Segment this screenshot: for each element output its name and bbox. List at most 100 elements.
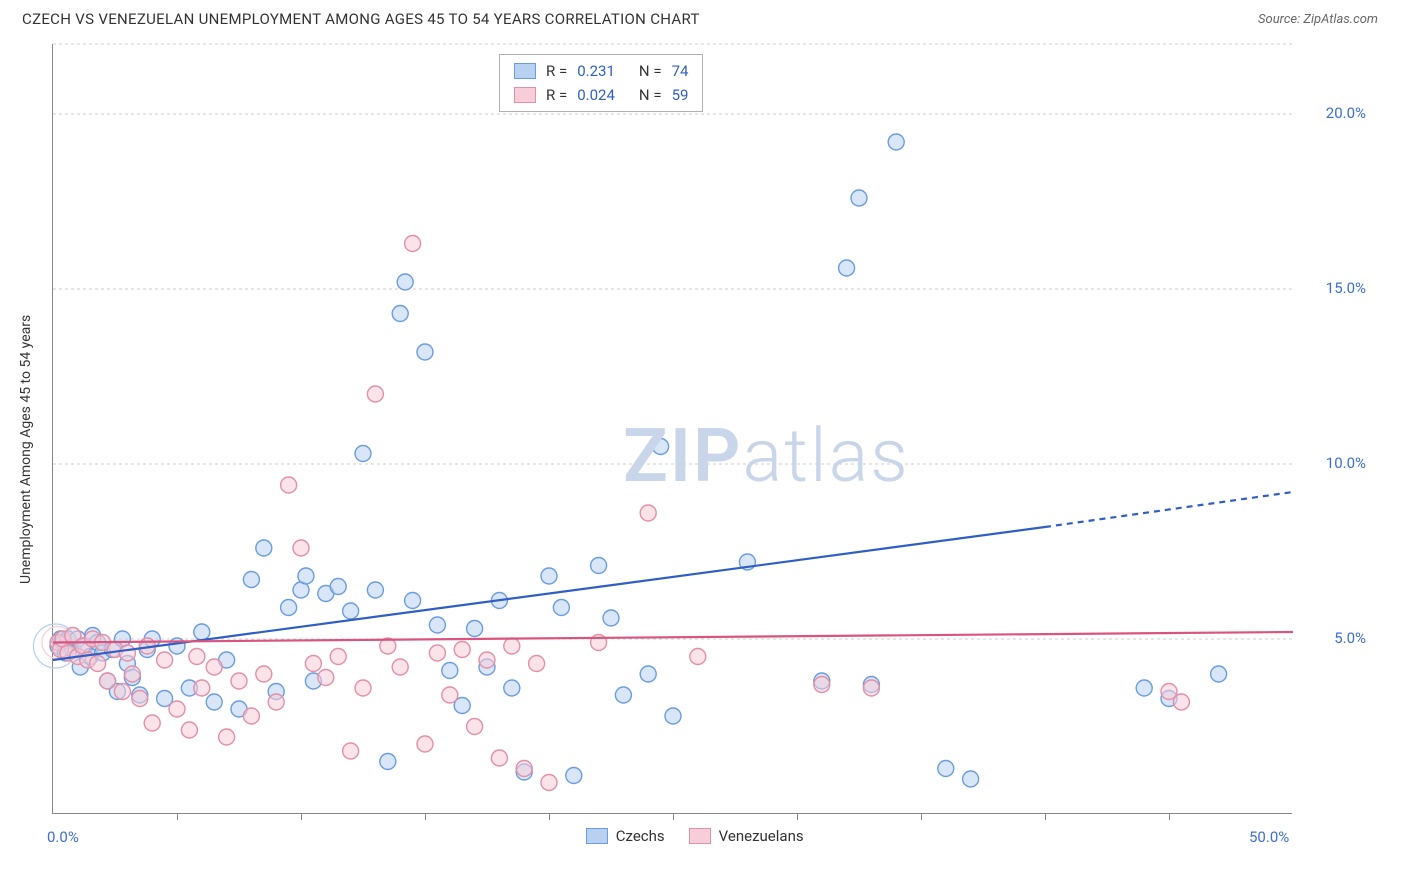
scatter-point	[268, 694, 284, 710]
y-tick-label: 15.0%	[1326, 279, 1366, 297]
scatter-point	[194, 624, 210, 640]
scatter-point	[256, 540, 272, 556]
scatter-point	[392, 659, 408, 675]
y-tick-label: 20.0%	[1326, 104, 1366, 122]
trend-line	[53, 632, 1293, 643]
scatter-point	[100, 673, 116, 689]
x-tick-mark	[673, 813, 674, 820]
series-legend: Czechs Venezuelans	[586, 827, 804, 845]
correlation-legend-row: R =0.231N =74	[514, 59, 688, 83]
n-value: 59	[672, 86, 689, 104]
scatter-point	[541, 775, 557, 791]
scatter-point	[405, 593, 421, 609]
scatter-plot-svg	[53, 44, 1293, 814]
y-axis-label: Unemployment Among Ages 45 to 54 years	[18, 315, 34, 584]
scatter-point	[839, 260, 855, 276]
scatter-point	[298, 568, 314, 584]
scatter-point	[330, 649, 346, 665]
trend-line-extrapolated	[1045, 492, 1293, 527]
scatter-point	[305, 656, 321, 672]
x-tick-mark	[797, 813, 798, 820]
n-value: 74	[672, 62, 689, 80]
r-label: R =	[546, 62, 567, 80]
legend-swatch-icon	[689, 828, 711, 844]
scatter-point	[479, 652, 495, 668]
scatter-point	[640, 666, 656, 682]
scatter-point	[963, 771, 979, 787]
plot-area: ZIPatlas5.0%10.0%15.0%20.0%0.0%50.0%R =0…	[52, 44, 1292, 814]
scatter-point	[417, 736, 433, 752]
scatter-point	[467, 719, 483, 735]
x-tick-label: 50.0%	[1249, 828, 1289, 846]
chart-header: CZECH VS VENEZUELAN UNEMPLOYMENT AMONG A…	[0, 0, 1406, 34]
scatter-point	[206, 694, 222, 710]
trend-line	[53, 527, 1045, 660]
scatter-point	[355, 680, 371, 696]
y-tick-label: 5.0%	[1334, 629, 1366, 647]
n-label: N =	[639, 62, 662, 80]
scatter-point	[144, 715, 160, 731]
scatter-point	[181, 722, 197, 738]
scatter-point	[504, 680, 520, 696]
scatter-point	[429, 645, 445, 661]
scatter-point	[529, 656, 545, 672]
scatter-point	[243, 708, 259, 724]
correlation-legend: R =0.231N =74R =0.024N =59	[499, 54, 703, 112]
scatter-point	[417, 344, 433, 360]
scatter-point	[553, 600, 569, 616]
scatter-point	[814, 677, 830, 693]
x-tick-mark	[1045, 813, 1046, 820]
x-tick-mark	[549, 813, 550, 820]
r-value: 0.024	[577, 86, 615, 104]
scatter-point	[442, 663, 458, 679]
legend-swatch-icon	[514, 87, 536, 103]
r-label: R =	[546, 86, 567, 104]
scatter-point	[665, 708, 681, 724]
correlation-legend-row: R = 0.024 N = 59	[514, 83, 688, 107]
scatter-point	[603, 610, 619, 626]
x-tick-label: 0.0%	[47, 828, 79, 846]
scatter-point	[888, 134, 904, 150]
chart-title: CZECH VS VENEZUELAN UNEMPLOYMENT AMONG A…	[22, 10, 700, 28]
scatter-point	[442, 687, 458, 703]
series-legend-item: Czechs	[586, 827, 665, 845]
scatter-point	[219, 729, 235, 745]
scatter-point	[392, 306, 408, 322]
scatter-point	[169, 701, 185, 717]
scatter-point	[281, 600, 297, 616]
legend-swatch-icon	[586, 828, 608, 844]
scatter-point	[206, 659, 222, 675]
scatter-point	[504, 638, 520, 654]
scatter-point	[429, 617, 445, 633]
scatter-point	[851, 190, 867, 206]
source-attribution: Source: ZipAtlas.com	[1258, 12, 1378, 27]
series-name: Venezuelans	[719, 827, 804, 845]
scatter-point	[231, 673, 247, 689]
scatter-point	[467, 621, 483, 637]
scatter-point	[491, 750, 507, 766]
y-tick-label: 10.0%	[1326, 454, 1366, 472]
scatter-point	[591, 558, 607, 574]
scatter-point	[405, 236, 421, 252]
scatter-point	[243, 572, 259, 588]
scatter-point	[157, 652, 173, 668]
scatter-point	[516, 761, 532, 777]
scatter-point	[1211, 666, 1227, 682]
x-tick-mark	[177, 813, 178, 820]
scatter-point	[640, 505, 656, 521]
n-label: N =	[639, 86, 662, 104]
scatter-point	[330, 579, 346, 595]
scatter-point	[367, 386, 383, 402]
scatter-point	[124, 666, 140, 682]
scatter-point	[690, 649, 706, 665]
scatter-point	[256, 666, 272, 682]
scatter-point	[90, 656, 106, 672]
scatter-point	[189, 649, 205, 665]
scatter-point	[380, 754, 396, 770]
series-name: Czechs	[616, 827, 665, 845]
scatter-point	[566, 768, 582, 784]
scatter-point	[355, 446, 371, 462]
scatter-point	[293, 540, 309, 556]
scatter-point	[114, 684, 130, 700]
scatter-point	[343, 743, 359, 759]
